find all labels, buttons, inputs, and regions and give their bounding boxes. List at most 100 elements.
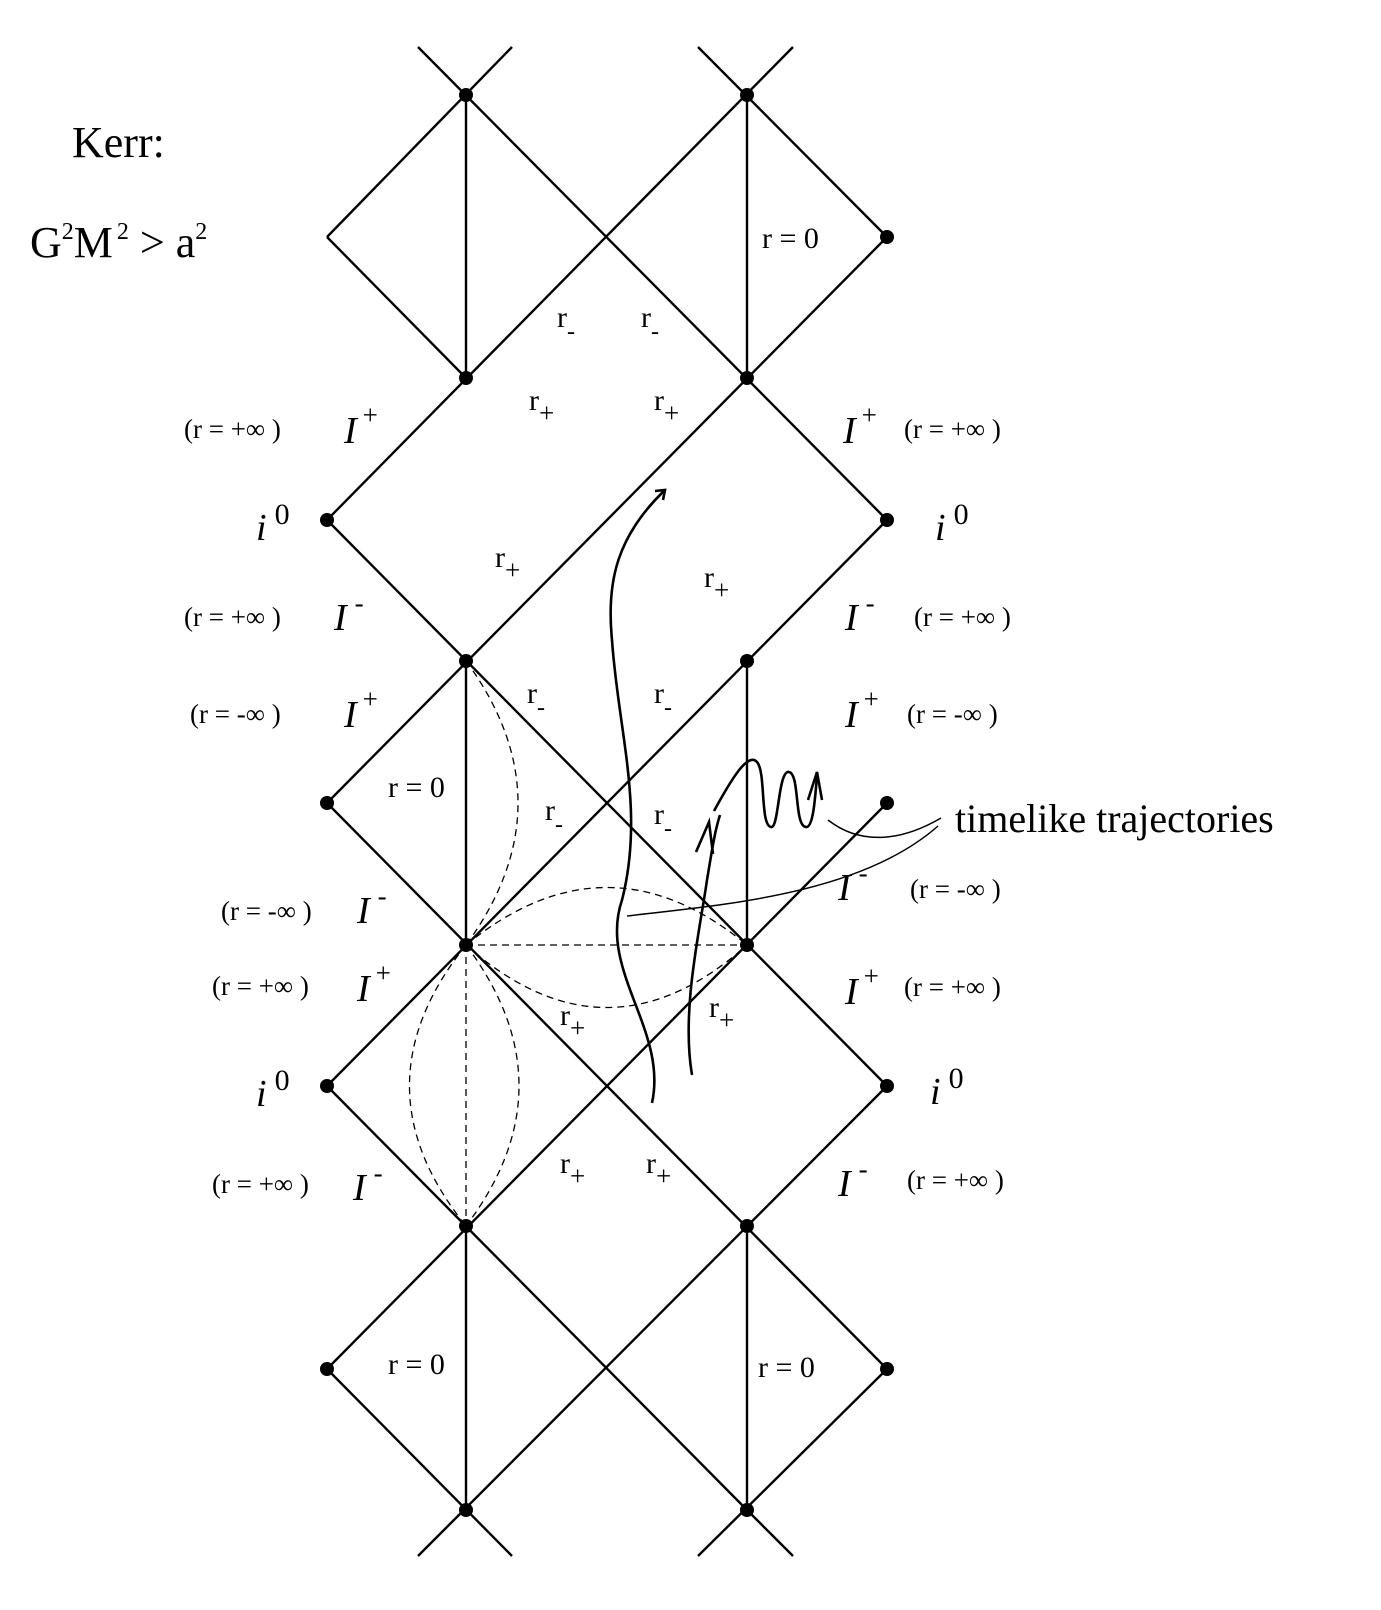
label-scri-minus: I- (844, 588, 875, 639)
label-r-neg-inf: (r = -∞ ) (190, 699, 281, 729)
vertex-dot (740, 1219, 754, 1233)
vertex-dot (459, 371, 473, 385)
label-scri-minus: I- (837, 1154, 868, 1205)
label-r-minus: r- (545, 794, 563, 838)
trajectory-long (609, 489, 666, 1104)
label-r-zero: r = 0 (388, 771, 445, 804)
trajectory-short-arrowhead (694, 817, 715, 855)
dashed-curve-mid-top (465, 887, 748, 946)
scri-sup: - (866, 588, 875, 618)
r-base: r (495, 541, 505, 574)
scri-base: I (333, 597, 349, 639)
label-r-minus: r- (557, 301, 575, 345)
scri-base: I (343, 410, 359, 452)
label-scri-plus: I + (343, 684, 378, 736)
label-r-minus: r- (654, 677, 672, 721)
trajectory-short (687, 814, 722, 1076)
label-timelike-trajectories: timelike trajectories (955, 796, 1274, 841)
label-scri-plus: I + (844, 684, 879, 736)
label-r-plus: r+ (646, 1147, 671, 1191)
r-base: r (641, 301, 651, 334)
label-r-pos-inf: (r = +∞ ) (212, 971, 309, 1001)
r-base: r (557, 301, 567, 334)
label-scri-minus: I- (352, 1158, 383, 1209)
i-base: i (256, 1073, 267, 1115)
label-scri-plus: I + (844, 961, 879, 1013)
i-base: i (930, 1071, 941, 1113)
title-kerr: Kerr: (72, 118, 165, 167)
scri-sup: - (859, 1154, 868, 1184)
scri-sup: + (363, 684, 378, 714)
vertex-dot (320, 1079, 334, 1093)
r-base: r (654, 384, 664, 417)
vertex-dot (459, 654, 473, 668)
label-r-plus: r+ (704, 561, 729, 605)
scri-base: I (356, 890, 372, 932)
r-sub: - (664, 695, 672, 721)
vertex-dot (740, 1503, 754, 1517)
scri-base: I (844, 971, 860, 1013)
label-r-minus: r- (527, 677, 545, 721)
vertex-dot (740, 654, 754, 668)
scri-base: I (837, 867, 853, 909)
timelike-trajectories (609, 488, 942, 1104)
vertex-dot (880, 230, 894, 244)
scri-sup: + (376, 958, 391, 988)
scri-sup: - (374, 1158, 383, 1188)
label-r-neg-inf: (r = -∞ ) (910, 874, 1001, 904)
null-line-dr-6 (326, 1085, 748, 1511)
null-line-dl-4 (326, 519, 888, 1087)
r-sub: - (567, 319, 575, 345)
r-sub: + (656, 1161, 671, 1191)
label-scri-plus: I + (356, 958, 391, 1010)
scri-labels-left: I + I- I + I- I + I- (333, 400, 391, 1209)
label-scri-minus: I- (333, 588, 364, 639)
r-base: r (654, 677, 664, 710)
scri-sup: - (378, 881, 387, 911)
scri-sup: + (862, 400, 877, 430)
vertex-dot (320, 796, 334, 810)
r-base: r (709, 991, 719, 1024)
r-base: r (560, 1147, 570, 1180)
r-base: r (654, 798, 664, 831)
scri-sup: + (363, 400, 378, 430)
label-r-plus: r+ (709, 991, 734, 1035)
leader-line-1 (626, 825, 939, 917)
label-r-neg-inf: (r = -∞ ) (907, 699, 998, 729)
label-r-pos-inf: (r = +∞ ) (904, 414, 1001, 444)
scri-base: I (844, 597, 860, 639)
i-sup: 0 (949, 1062, 964, 1095)
dashed-curve-lower-left (409, 944, 467, 1227)
null-line-dr-8 (746, 1509, 794, 1557)
label-r-plus: r+ (495, 541, 520, 585)
i-base: i (935, 507, 946, 549)
i-sup: 0 (275, 1064, 290, 1097)
trajectory-oscillating-arrowhead (806, 771, 824, 801)
scri-base: I (343, 694, 359, 736)
r-base: r (560, 999, 570, 1032)
vertex-dot (740, 938, 754, 952)
null-line-dl-3 (326, 236, 888, 804)
label-r-plus: r+ (560, 999, 585, 1043)
vertex-dot (320, 513, 334, 527)
leader-line-2 (827, 817, 942, 839)
dashed-curves (409, 660, 748, 1227)
vertex-dot (880, 796, 894, 810)
r-sub: + (570, 1013, 585, 1043)
label-scri-plus: I + (343, 400, 378, 452)
i-sup: 0 (954, 498, 969, 531)
scri-base: I (842, 410, 858, 452)
vertex-dot (320, 1362, 334, 1376)
null-line-dl-2 (326, 46, 794, 521)
vertex-dots (320, 88, 894, 1517)
scri-sup: - (355, 588, 364, 618)
r-base: r (704, 561, 714, 594)
null-line-dl-5 (326, 802, 888, 1370)
title-condition: G2M 2 > a2 (30, 218, 207, 267)
dashed-curve-mid-bottom (465, 944, 748, 1008)
null-line-dr-1 (417, 46, 888, 521)
